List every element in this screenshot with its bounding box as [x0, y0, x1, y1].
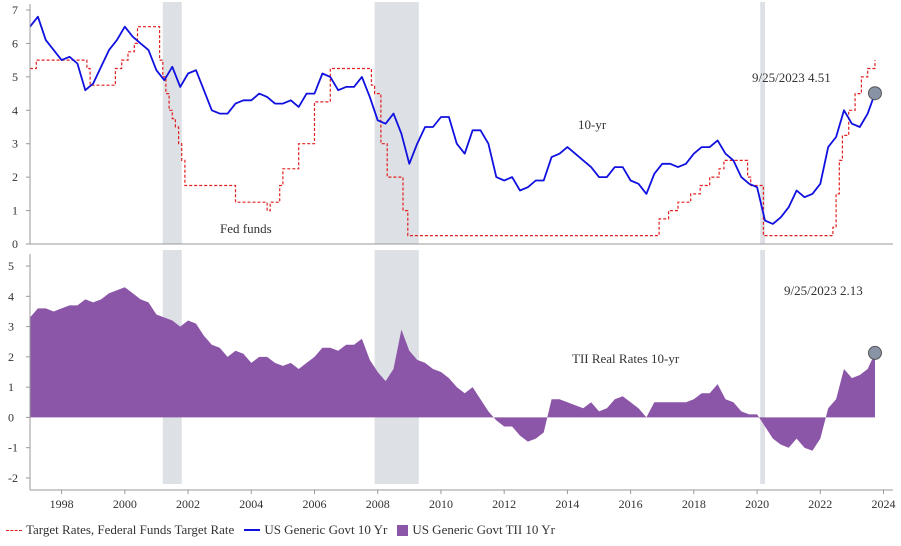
x-tick-label-6: 2010 — [429, 497, 453, 511]
ten-year-yield-line — [29, 15, 876, 225]
top-y-tick-label-6: 6 — [12, 36, 18, 50]
recession-band-0-0 — [162, 2, 182, 244]
x-tick-label-2: 2002 — [176, 497, 200, 511]
recession-band-2-1 — [760, 250, 765, 484]
x-tick-label-11: 2020 — [745, 497, 769, 511]
top-y-tick-label-4: 4 — [12, 103, 18, 117]
x-tick-label-3: 2004 — [239, 497, 263, 511]
bottom-y-tick-label-2: 0 — [8, 410, 14, 424]
legend-item-fed-funds[interactable]: Target Rates, Federal Funds Target Rate — [6, 522, 234, 538]
x-tick-label-7: 2012 — [492, 497, 516, 511]
legend-swatch-fed-funds — [6, 529, 22, 531]
top-y-tick-label-7: 7 — [12, 3, 18, 17]
tii-real-rates-area — [30, 287, 875, 451]
bottom-y-tick-label-3: 1 — [8, 380, 14, 394]
ten-year-latest-marker — [867, 86, 882, 101]
legend-swatch-ten-year — [244, 529, 261, 531]
fed-funds-line — [30, 26, 876, 237]
top-latest-label: 9/25/2023 4.51 — [752, 70, 831, 85]
fed-funds-label: Fed funds — [220, 221, 272, 236]
x-tick-label-5: 2008 — [366, 497, 390, 511]
legend-swatch-tii — [397, 524, 409, 536]
real-rates-area-layer — [30, 287, 875, 451]
bottom-y-tick-label-5: 3 — [8, 320, 14, 334]
top-y-tick-label-2: 2 — [12, 170, 18, 184]
top-y-tick-label-1: 1 — [12, 204, 18, 218]
bottom-y-tick-label-7: 5 — [8, 259, 14, 273]
recession-band-2-0 — [760, 2, 765, 244]
bottom-latest-label: 9/25/2023 2.13 — [784, 283, 863, 298]
bottom-y-tick-label-1: -1 — [8, 441, 18, 455]
x-tick-label-1: 2000 — [113, 497, 137, 511]
top-y-tick-label-3: 3 — [12, 137, 18, 151]
legend: Target Rates, Federal Funds Target Rate … — [6, 522, 565, 538]
x-tick-label-10: 2018 — [682, 497, 706, 511]
axes: 0 1 2 3 4 5 6 7 -2 -1 0 1 2 3 4 5 1998 2000 2002 2004 2006 20… — [8, 3, 896, 511]
x-tick-label-0: 1998 — [50, 497, 74, 511]
top-y-tick-label-0: 0 — [12, 237, 18, 251]
bottom-y-tick-label-6: 4 — [8, 289, 14, 303]
x-tick-label-13: 2024 — [872, 497, 896, 511]
legend-item-tii[interactable]: US Generic Govt TII 10 Yr — [397, 522, 555, 538]
line-series-layer — [29, 15, 876, 237]
legend-label-ten-year: US Generic Govt 10 Yr — [264, 522, 388, 537]
real-rates-label: TII Real Rates 10-yr — [572, 351, 680, 366]
bottom-y-tick-label-0: -2 — [8, 471, 18, 485]
recession-bands — [162, 2, 765, 484]
top-y-tick-label-5: 5 — [12, 70, 18, 84]
x-tick-label-4: 2006 — [303, 497, 327, 511]
x-tick-label-12: 2022 — [808, 497, 832, 511]
legend-label-tii: US Generic Govt TII 10 Yr — [412, 522, 555, 537]
bottom-y-tick-label-4: 2 — [8, 350, 14, 364]
x-tick-label-9: 2016 — [619, 497, 643, 511]
ten-year-label: 10-yr — [578, 117, 607, 132]
legend-item-ten-year[interactable]: US Generic Govt 10 Yr — [244, 522, 387, 538]
latest-markers — [867, 86, 882, 360]
tii-latest-marker — [867, 345, 882, 360]
x-tick-label-8: 2014 — [555, 497, 579, 511]
legend-label-fed-funds: Target Rates, Federal Funds Target Rate — [26, 522, 235, 537]
